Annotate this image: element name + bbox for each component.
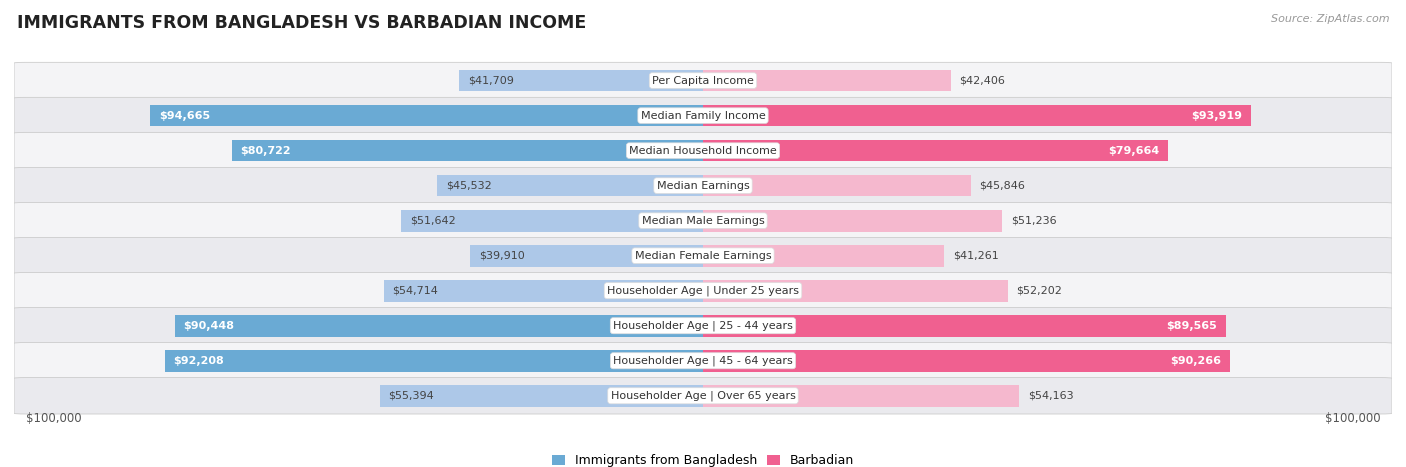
Text: $41,261: $41,261 [953, 251, 998, 261]
FancyBboxPatch shape [14, 167, 1392, 204]
Text: $94,665: $94,665 [159, 111, 209, 120]
Bar [470, 245, 703, 267]
Bar [703, 105, 1251, 127]
FancyBboxPatch shape [14, 272, 1392, 309]
FancyBboxPatch shape [14, 377, 1392, 414]
Text: $41,709: $41,709 [468, 76, 515, 85]
FancyBboxPatch shape [14, 98, 1392, 134]
FancyBboxPatch shape [14, 343, 1392, 379]
Text: Median Family Income: Median Family Income [641, 111, 765, 120]
Bar [703, 385, 1019, 407]
Bar [165, 350, 703, 372]
Bar [380, 385, 703, 407]
Bar [384, 280, 703, 302]
Bar [460, 70, 703, 92]
Text: Median Female Earnings: Median Female Earnings [634, 251, 772, 261]
FancyBboxPatch shape [14, 237, 1392, 274]
Text: Median Household Income: Median Household Income [628, 146, 778, 156]
Text: Householder Age | Over 65 years: Householder Age | Over 65 years [610, 390, 796, 401]
Bar [703, 315, 1226, 337]
Text: $51,236: $51,236 [1011, 216, 1056, 226]
Text: $93,919: $93,919 [1192, 111, 1243, 120]
Text: Householder Age | 45 - 64 years: Householder Age | 45 - 64 years [613, 355, 793, 366]
Text: $89,565: $89,565 [1167, 321, 1218, 331]
Text: $51,642: $51,642 [411, 216, 456, 226]
Bar [703, 210, 1002, 232]
Text: Median Male Earnings: Median Male Earnings [641, 216, 765, 226]
Text: $55,394: $55,394 [388, 391, 434, 401]
Text: $79,664: $79,664 [1108, 146, 1160, 156]
Text: $92,208: $92,208 [173, 356, 224, 366]
Text: $45,532: $45,532 [446, 181, 492, 191]
Text: IMMIGRANTS FROM BANGLADESH VS BARBADIAN INCOME: IMMIGRANTS FROM BANGLADESH VS BARBADIAN … [17, 14, 586, 32]
Text: $54,163: $54,163 [1028, 391, 1074, 401]
Bar [703, 70, 950, 92]
Text: $90,266: $90,266 [1170, 356, 1222, 366]
Bar [437, 175, 703, 197]
Text: Per Capita Income: Per Capita Income [652, 76, 754, 85]
Text: Householder Age | Under 25 years: Householder Age | Under 25 years [607, 285, 799, 296]
Bar [703, 245, 943, 267]
Text: $52,202: $52,202 [1017, 286, 1063, 296]
FancyBboxPatch shape [14, 62, 1392, 99]
Text: $45,846: $45,846 [980, 181, 1025, 191]
Bar [703, 350, 1230, 372]
Text: $39,910: $39,910 [479, 251, 524, 261]
Bar [703, 140, 1168, 162]
Legend: Immigrants from Bangladesh, Barbadian: Immigrants from Bangladesh, Barbadian [547, 449, 859, 467]
Bar [402, 210, 703, 232]
Text: $100,000: $100,000 [25, 412, 82, 425]
Text: Median Earnings: Median Earnings [657, 181, 749, 191]
Text: $100,000: $100,000 [1324, 412, 1381, 425]
FancyBboxPatch shape [14, 307, 1392, 344]
Text: $80,722: $80,722 [240, 146, 291, 156]
Text: Householder Age | 25 - 44 years: Householder Age | 25 - 44 years [613, 320, 793, 331]
Text: Source: ZipAtlas.com: Source: ZipAtlas.com [1271, 14, 1389, 24]
Bar [232, 140, 703, 162]
Bar [703, 280, 1008, 302]
Text: $42,406: $42,406 [959, 76, 1005, 85]
FancyBboxPatch shape [14, 202, 1392, 239]
Bar [703, 175, 970, 197]
Bar [150, 105, 703, 127]
Text: $54,714: $54,714 [392, 286, 439, 296]
Text: $90,448: $90,448 [184, 321, 235, 331]
FancyBboxPatch shape [14, 133, 1392, 169]
Bar [174, 315, 703, 337]
